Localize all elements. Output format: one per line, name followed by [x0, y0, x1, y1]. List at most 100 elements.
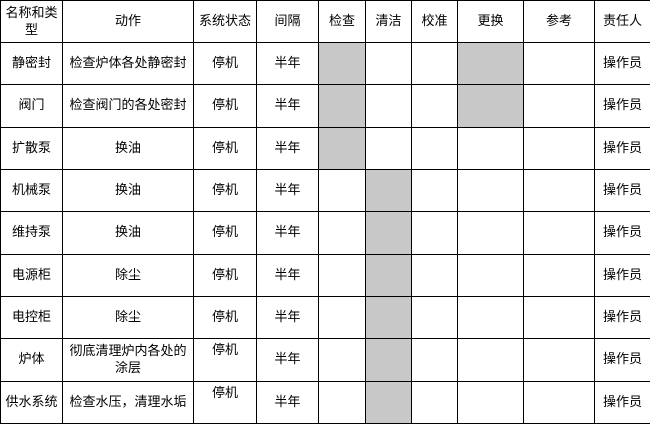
task-cell [411, 338, 458, 382]
task-cell [457, 338, 524, 382]
task-cell [318, 295, 366, 340]
task-cell [457, 211, 524, 255]
task-cell [365, 338, 412, 382]
system-state-cell: 停机 [193, 295, 257, 340]
table-row: 阀门 检查阀门的各处密封 停机 半年 操作员 [0, 84, 650, 128]
task-cell [365, 253, 412, 297]
reference-cell [523, 168, 595, 213]
task-cell [318, 338, 366, 382]
owner-cell: 操作员 [594, 168, 650, 213]
owner-cell: 操作员 [594, 211, 650, 255]
reference-cell [523, 380, 595, 424]
equipment-name-cell: 电控柜 [0, 295, 63, 340]
task-cell [457, 253, 524, 297]
table-row: 电源柜 除尘 停机 半年 操作员 [0, 253, 650, 297]
owner-cell: 操作员 [594, 295, 650, 340]
task-cell [411, 211, 458, 255]
task-cell [457, 168, 524, 213]
task-cell [457, 380, 524, 424]
task-cell [318, 211, 366, 255]
action-cell: 换油 [62, 168, 194, 213]
task-cell [365, 84, 412, 128]
task-cell [365, 295, 412, 340]
action-cell: 检查水压，清理水垢 [62, 380, 194, 424]
reference-cell [523, 295, 595, 340]
task-cell [457, 126, 524, 170]
equipment-name-cell: 阀门 [0, 84, 63, 128]
system-state-cell: 停机 [193, 338, 257, 382]
interval-cell: 半年 [256, 126, 319, 170]
equipment-name-cell: 炉体 [0, 338, 63, 382]
interval-cell: 半年 [256, 41, 319, 86]
table-row: 炉体 彻底清理炉内各处的涂层 停机 半年 操作员 [0, 338, 650, 382]
task-cell [411, 380, 458, 424]
task-cell [411, 295, 458, 340]
task-cell [318, 168, 366, 213]
interval-cell: 半年 [256, 295, 319, 340]
reference-cell [523, 126, 595, 170]
task-cell [318, 380, 366, 424]
system-state-cell: 停机 [193, 84, 257, 128]
task-cell [457, 295, 524, 340]
equipment-name-cell: 机械泵 [0, 168, 63, 213]
action-cell: 检查炉体各处静密封 [62, 41, 194, 86]
task-cell [411, 41, 458, 86]
task-cell [365, 211, 412, 255]
task-cell [457, 41, 524, 86]
reference-cell [523, 253, 595, 297]
task-cell [318, 41, 366, 86]
reference-cell [523, 211, 595, 255]
interval-cell: 半年 [256, 253, 319, 297]
header-cell: 清洁 [365, 0, 412, 43]
task-cell [411, 168, 458, 213]
action-cell: 检查阀门的各处密封 [62, 84, 194, 128]
system-state-cell: 停机 [193, 380, 257, 424]
equipment-name-cell: 供水系统 [0, 380, 63, 424]
header-cell: 名称和类型 [0, 0, 63, 43]
table-row: 机械泵 换油 停机 半年 操作员 [0, 168, 650, 213]
interval-cell: 半年 [256, 380, 319, 424]
task-cell [365, 41, 412, 86]
reference-cell [523, 84, 595, 128]
header-cell: 参考 [523, 0, 595, 43]
header-cell: 检查 [318, 0, 366, 43]
interval-cell: 半年 [256, 168, 319, 213]
task-cell [411, 253, 458, 297]
task-cell [411, 126, 458, 170]
equipment-name-cell: 维持泵 [0, 211, 63, 255]
table-row: 扩散泵 换油 停机 半年 操作员 [0, 126, 650, 170]
table-row: 电控柜 除尘 停机 半年 操作员 [0, 295, 650, 340]
system-state-cell: 停机 [193, 253, 257, 297]
owner-cell: 操作员 [594, 253, 650, 297]
table-row: 维持泵 换油 停机 半年 操作员 [0, 211, 650, 255]
table-row: 静密封 检查炉体各处静密封 停机 半年 操作员 [0, 41, 650, 86]
owner-cell: 操作员 [594, 84, 650, 128]
action-cell: 换油 [62, 126, 194, 170]
action-cell: 换油 [62, 211, 194, 255]
header-cell: 系统状态 [193, 0, 257, 43]
equipment-name-cell: 扩散泵 [0, 126, 63, 170]
owner-cell: 操作员 [594, 338, 650, 382]
system-state-cell: 停机 [193, 211, 257, 255]
task-cell [457, 84, 524, 128]
system-state-cell: 停机 [193, 41, 257, 86]
header-cell: 更换 [457, 0, 524, 43]
task-cell [318, 126, 366, 170]
task-cell [365, 126, 412, 170]
equipment-name-cell: 电源柜 [0, 253, 63, 297]
owner-cell: 操作员 [594, 126, 650, 170]
reference-cell [523, 338, 595, 382]
interval-cell: 半年 [256, 84, 319, 128]
system-state-cell: 停机 [193, 126, 257, 170]
task-cell [365, 168, 412, 213]
system-state-cell: 停机 [193, 168, 257, 213]
task-cell [318, 84, 366, 128]
interval-cell: 半年 [256, 338, 319, 382]
reference-cell [523, 41, 595, 86]
header-row: 名称和类型 动作 系统状态 间隔 检查 清洁 校准 更换 参考 责任人 [0, 0, 650, 43]
header-cell: 校准 [411, 0, 458, 43]
header-cell: 间隔 [256, 0, 319, 43]
action-cell: 除尘 [62, 295, 194, 340]
action-cell: 彻底清理炉内各处的涂层 [62, 338, 194, 382]
